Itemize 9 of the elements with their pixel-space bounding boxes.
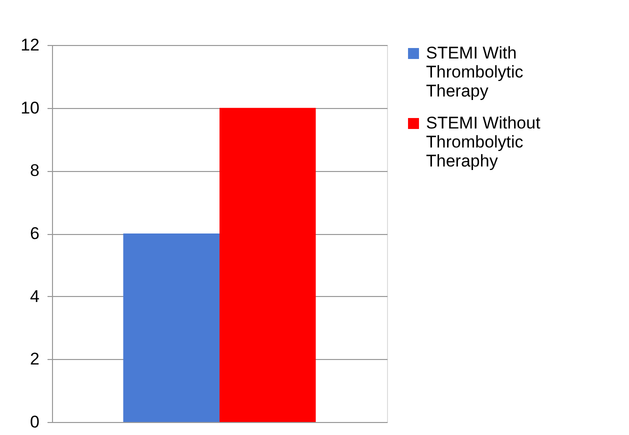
y-tick-label: 6 [30, 224, 40, 243]
y-tick-label: 8 [30, 161, 40, 180]
y-tick-label: 0 [30, 412, 40, 432]
y-tick-label: 2 [30, 350, 40, 369]
y-tick-label: 4 [30, 286, 40, 306]
y-tick-label: 10 [20, 98, 40, 118]
legend-label: STEMI Without Thrombolytic Theraphy [426, 114, 541, 170]
y-tick-label: 12 [20, 36, 40, 54]
legend-label: STEMI With Thrombolytic Therapy [426, 44, 524, 100]
